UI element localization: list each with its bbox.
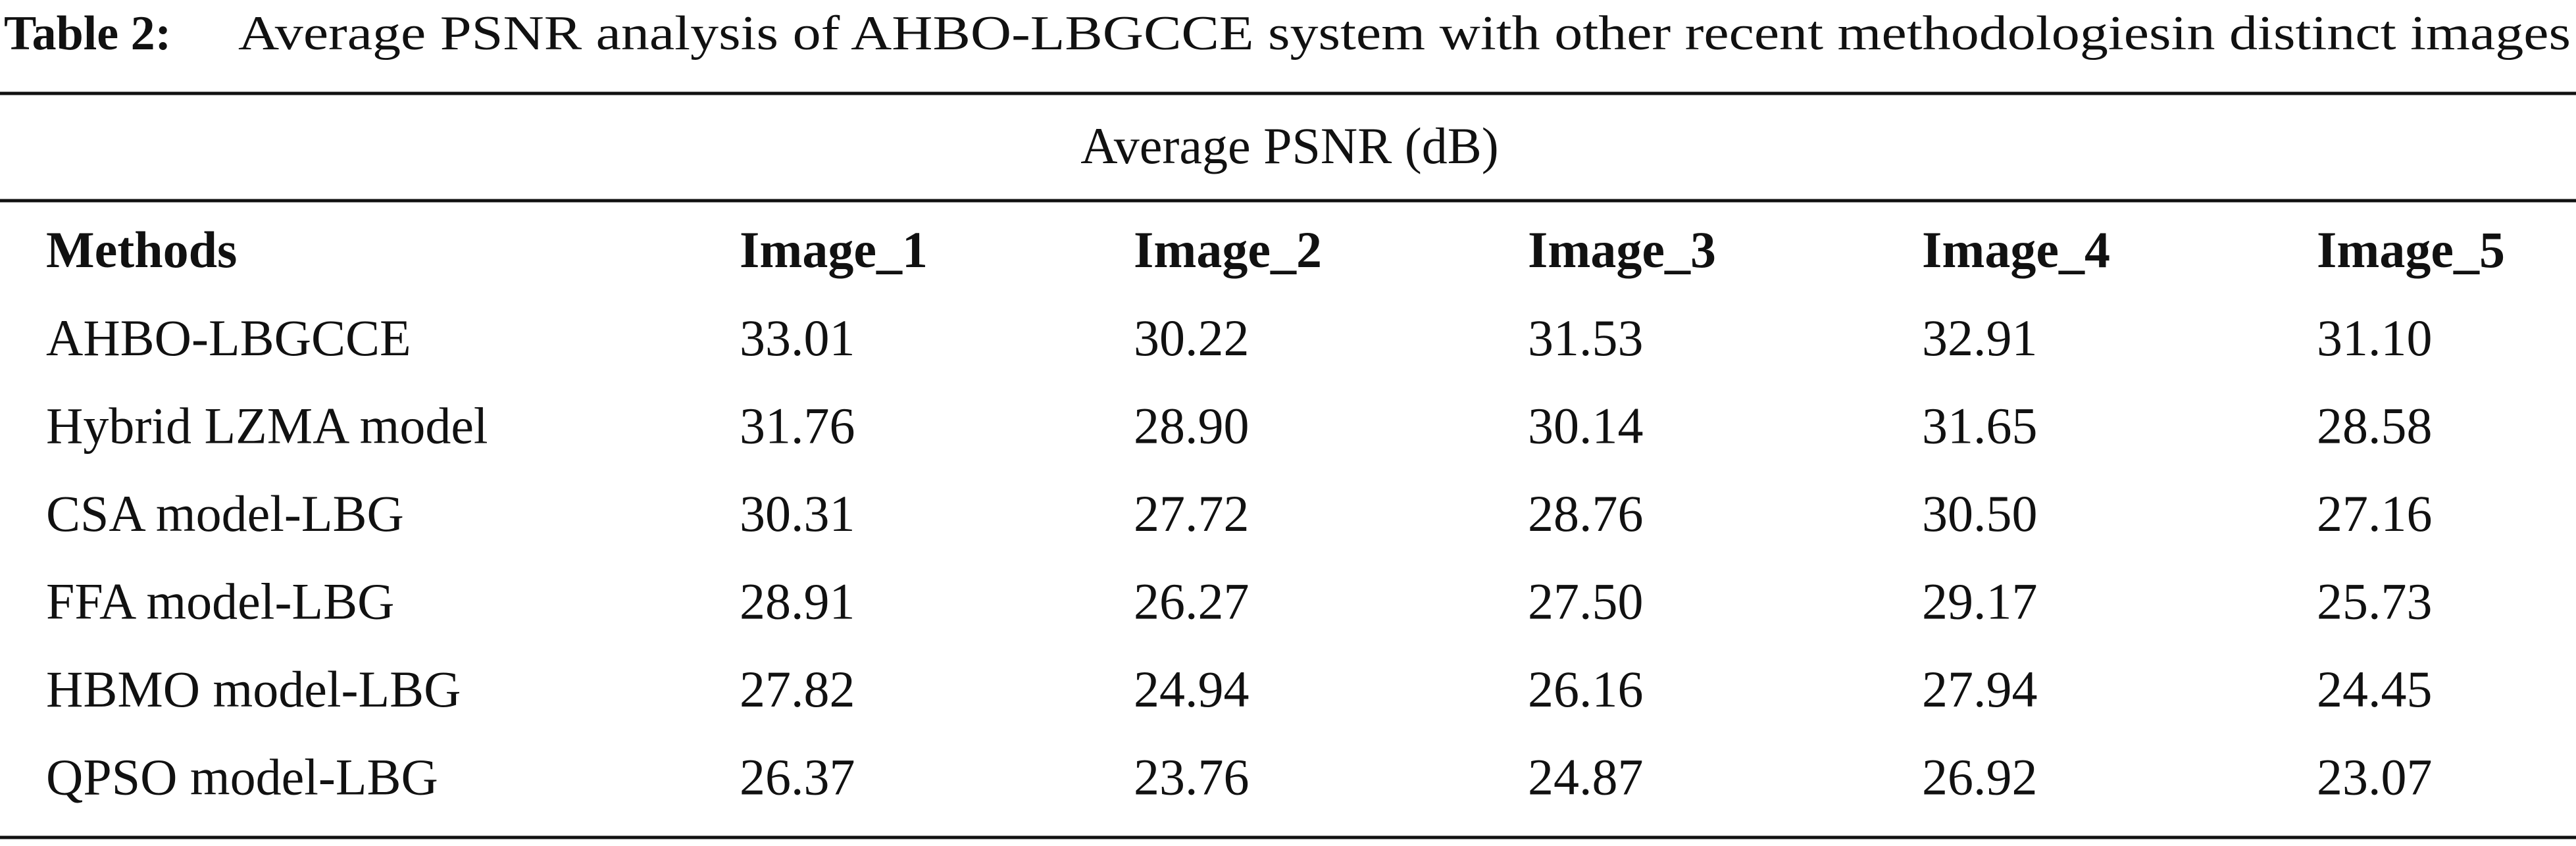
psnr-value: 26.27 — [1134, 572, 1250, 630]
psnr-value: 30.31 — [740, 485, 855, 542]
psnr-value: 31.53 — [1528, 309, 1644, 366]
psnr-value: 24.45 — [2317, 660, 2433, 718]
method-name: CSA model-LBG — [46, 485, 404, 542]
psnr-value: 32.91 — [1922, 309, 2038, 366]
method-name: QPSO model-LBG — [46, 748, 438, 805]
psnr-value: 26.37 — [740, 748, 855, 805]
psnr-value: 30.22 — [1134, 309, 1250, 366]
group-header: Average PSNR (dB) — [1080, 117, 1498, 174]
psnr-value: 27.82 — [740, 660, 855, 718]
psnr-value: 31.76 — [740, 397, 855, 454]
psnr-value: 27.16 — [2317, 485, 2433, 542]
psnr-value: 30.14 — [1528, 397, 1644, 454]
psnr-value: 27.94 — [1922, 660, 2038, 718]
psnr-value: 27.50 — [1528, 572, 1644, 630]
column-header: Image_4 — [1922, 221, 2110, 278]
column-header: Image_3 — [1528, 221, 1716, 278]
psnr-value: 26.16 — [1528, 660, 1644, 718]
method-name: HBMO model-LBG — [46, 660, 461, 718]
psnr-value: 28.91 — [740, 572, 855, 630]
psnr-value: 23.76 — [1134, 748, 1250, 805]
psnr-value: 24.94 — [1134, 660, 1250, 718]
psnr-value: 28.58 — [2317, 397, 2433, 454]
column-header: Image_1 — [740, 221, 928, 278]
psnr-value: 27.72 — [1134, 485, 1250, 542]
psnr-value: 28.90 — [1134, 397, 1250, 454]
method-name: AHBO-LBGCCE — [46, 309, 411, 366]
psnr-value: 31.65 — [1922, 397, 2038, 454]
caption-text: Average PSNR analysis of AHBO-LBGCCE sys… — [238, 7, 2571, 61]
psnr-value: 23.07 — [2317, 748, 2433, 805]
psnr-value: 33.01 — [740, 309, 855, 366]
table-caption: Table 2: Average PSNR analysis of AHBO-L… — [4, 7, 2571, 61]
psnr-value: 28.76 — [1528, 485, 1644, 542]
column-header: Image_2 — [1134, 221, 1322, 278]
column-header: Methods — [46, 221, 237, 278]
psnr-value: 24.87 — [1528, 748, 1644, 805]
column-header: Image_5 — [2317, 221, 2505, 278]
psnr-value: 25.73 — [2317, 572, 2433, 630]
psnr-value: 29.17 — [1922, 572, 2038, 630]
method-name: Hybrid LZMA model — [46, 397, 488, 454]
psnr-value: 26.92 — [1922, 748, 2038, 805]
method-name: FFA model-LBG — [46, 572, 394, 630]
psnr-value: 31.10 — [2317, 309, 2433, 366]
psnr-value: 30.50 — [1922, 485, 2038, 542]
caption-label: Table 2: — [4, 7, 171, 61]
